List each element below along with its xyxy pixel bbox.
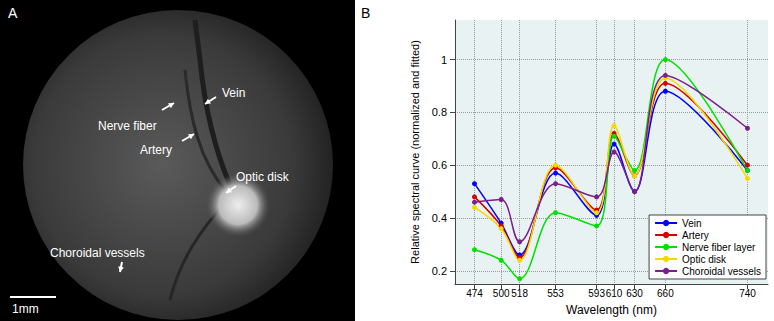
- svg-text:740: 740: [739, 288, 756, 299]
- svg-text:593: 593: [588, 288, 605, 299]
- svg-text:Artery: Artery: [140, 143, 172, 157]
- svg-text:Optic disk: Optic disk: [682, 254, 727, 265]
- svg-text:Relative spectral curve (norma: Relative spectral curve (normalized and …: [409, 40, 421, 264]
- svg-text:630: 630: [626, 288, 643, 299]
- svg-text:1mm: 1mm: [12, 302, 39, 316]
- svg-text:Choroidal vessels: Choroidal vessels: [682, 266, 761, 277]
- svg-text:610: 610: [606, 288, 623, 299]
- svg-text:0.6: 0.6: [432, 159, 447, 171]
- svg-text:474: 474: [466, 288, 483, 299]
- svg-text:0.2: 0.2: [432, 265, 447, 277]
- svg-text:Nerve fiber layer: Nerve fiber layer: [682, 242, 756, 253]
- svg-text:Vein: Vein: [222, 86, 245, 100]
- svg-text:Optic disk: Optic disk: [236, 170, 290, 184]
- svg-text:553: 553: [547, 288, 564, 299]
- svg-text:A: A: [8, 5, 18, 21]
- svg-text:500: 500: [493, 288, 510, 299]
- svg-text:0.4: 0.4: [432, 212, 447, 224]
- svg-text:Wavelength (nm): Wavelength (nm): [566, 303, 657, 317]
- svg-text:1: 1: [441, 54, 447, 66]
- svg-text:660: 660: [657, 288, 674, 299]
- svg-text:B: B: [361, 5, 370, 21]
- svg-text:Artery: Artery: [682, 230, 709, 241]
- svg-text:Choroidal vessels: Choroidal vessels: [50, 246, 145, 260]
- svg-text:Nerve fiber: Nerve fiber: [98, 119, 157, 133]
- svg-text:518: 518: [511, 288, 528, 299]
- svg-text:Vein: Vein: [682, 218, 701, 229]
- svg-text:0.8: 0.8: [432, 106, 447, 118]
